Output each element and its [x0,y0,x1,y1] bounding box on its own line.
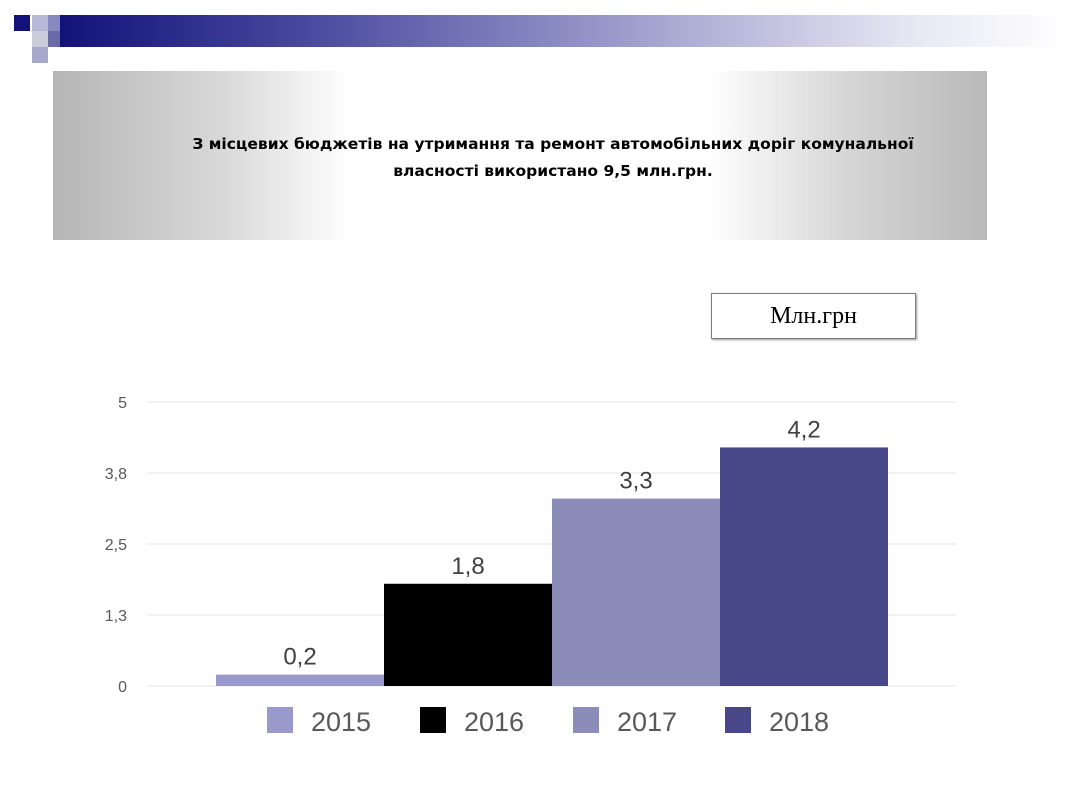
data-label: 1,8 [451,553,484,580]
bar-2015 [216,674,384,686]
gradient-strip [60,15,1067,47]
y-tick-label: 5 [118,395,127,412]
legend-swatch [725,707,751,733]
y-tick-label: 0 [118,679,127,696]
legend-swatch [420,707,446,733]
data-label: 3,3 [619,468,652,495]
decorative-header-band [0,0,1067,63]
unit-label-box: Млн.грн [711,293,916,339]
bar-chart: 0 1,3 2,5 3,8 5 0,2 1,8 3,3 4,2 2015 2016 2017 2018 [105,395,956,737]
legend-swatch [267,707,293,733]
title-line-1: З місцевих бюджетів на утримання та ремо… [192,135,914,153]
legend-label: 2016 [464,707,524,737]
legend-label: 2018 [769,707,829,737]
decorative-square [32,31,48,47]
y-tick-label: 2,5 [105,537,127,554]
decorative-square [14,15,30,31]
page-title: З місцевих бюджетів на утримання та ремо… [153,131,953,185]
data-label: 0,2 [283,644,316,671]
decorative-square [32,15,48,31]
bar-2018 [720,447,888,686]
legend-swatch [573,707,599,733]
bar-2017 [552,498,720,686]
legend-label: 2017 [617,707,677,737]
y-tick-label: 1,3 [105,608,127,625]
bar-2016 [384,583,552,686]
legend-label: 2015 [311,707,371,737]
y-tick-label: 3,8 [105,466,127,483]
data-label: 4,2 [787,416,820,443]
decorative-square [32,47,48,63]
title-banner: З місцевих бюджетів на утримання та ремо… [53,71,987,240]
title-line-2: власності використано 9,5 млн.грн. [393,162,713,180]
